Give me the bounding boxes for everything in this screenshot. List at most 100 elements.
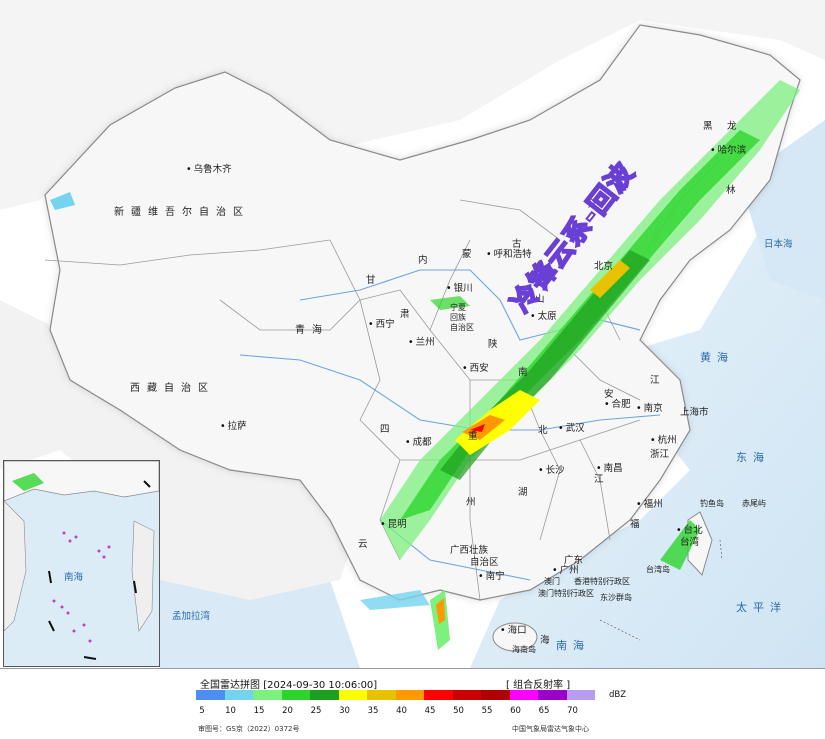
label-gansu-1: 甘 (366, 275, 376, 286)
label-taiwan: 台湾 (680, 537, 700, 548)
legend-swatch (566, 690, 595, 700)
label-chengdu: 成都 (405, 438, 432, 448)
label-taipei: 台北 (676, 526, 703, 536)
label-huanghai: 黄海 (700, 351, 734, 364)
legend-tick-label: 50 (453, 706, 464, 716)
label-wuhan: 武汉 (558, 424, 585, 434)
label-xinjiang: 新疆维吾尔自治区 (114, 207, 250, 218)
label-qinghai: 青海 (295, 325, 329, 336)
legend-tick-label: 10 (225, 706, 236, 716)
label-yinchuan: 银川 (446, 284, 473, 294)
label-neimenggu-2: 蒙 (462, 249, 472, 260)
label-taiwan-dao: 台湾岛 (646, 565, 670, 574)
legend-tick-label: 25 (310, 706, 322, 716)
national-boundary-marks (599, 539, 723, 641)
legend-tick-label: 30 (339, 706, 350, 716)
inset-sea-label: 南海 (64, 572, 84, 583)
label-diaoyu: 钓鱼岛 (700, 499, 724, 508)
legend-tick-label: 20 (282, 706, 293, 716)
label-aomen: 澳门 (544, 577, 560, 586)
legend-tick-label: 70 (567, 706, 578, 716)
review-number: 审图号：GS京（2022）0372号 (198, 725, 300, 733)
label-jilin: 林 (726, 185, 736, 196)
label-liaoning: 辽 (588, 199, 598, 210)
legend-swatch (196, 690, 225, 700)
label-guangzhou: 广州 (552, 566, 579, 576)
label-lhasa: 拉萨 (220, 422, 247, 432)
legend-swatch (452, 690, 481, 700)
label-ningxia-1: 宁夏 (450, 303, 466, 312)
legend-panel: 全国雷达拼图 [2024-09-30 10:06:00] [ 组合反射率 ] d… (0, 668, 825, 739)
map-canvas (0, 0, 825, 668)
label-chongqing: 重 (468, 431, 478, 442)
north-neighbors (0, 0, 825, 210)
radar-echo-band (50, 80, 800, 650)
label-ningxia-2: 回族 (450, 313, 466, 322)
label-shanghai: 上海市 (680, 407, 709, 418)
label-guangxi-2: 自治区 (470, 557, 499, 568)
label-hainan: 海 (540, 635, 550, 646)
sea-area (470, 200, 825, 668)
legend-tick-label: 5 (199, 706, 205, 716)
label-heilongjiang-2: 龙 (727, 121, 737, 132)
legend-swatch (224, 690, 253, 700)
legend-tick-label: 65 (538, 706, 550, 716)
label-urumqi: 乌鲁木齐 (186, 165, 232, 175)
label-harbin: 哈尔滨 (710, 146, 747, 156)
color-scale-bar (196, 690, 595, 700)
inset-canvas (4, 461, 159, 660)
label-fujian: 福 (630, 519, 640, 530)
label-changsha: 长沙 (538, 466, 565, 476)
legend-swatch (509, 690, 538, 700)
timestamp: [2024-09-30 10:06:00] (263, 680, 378, 691)
label-nanchang: 南昌 (596, 464, 623, 474)
label-dongsha: 东沙群岛 (600, 593, 632, 602)
label-hongkong: 香港特别行政区 (574, 577, 630, 586)
label-anhui: 安 (604, 389, 614, 400)
label-guangxi-1: 广西壮族 (450, 545, 489, 556)
label-zhejiang: 浙江 (650, 449, 670, 460)
china-map[interactable]: 乌鲁木齐 新疆维吾尔自治区 西藏自治区 拉萨 青海 西宁 甘 肃 兰州 宁夏 回… (0, 0, 825, 668)
label-hangzhou: 杭州 (650, 436, 677, 446)
label-hunan: 湖 (518, 487, 528, 498)
legend-tick-label: 40 (396, 706, 407, 716)
legend-swatch (424, 690, 453, 700)
label-xizang: 西藏自治区 (130, 383, 215, 394)
legend-swatch (395, 690, 424, 700)
label-mengjiala: 孟加拉湾 (172, 611, 211, 622)
label-riben: 日本海 (764, 239, 793, 250)
legend-swatch (253, 690, 282, 700)
label-nanhai: 南海 (556, 639, 590, 652)
label-shaanxi: 陕 (488, 339, 498, 350)
label-guizhou: 州 (466, 497, 476, 508)
map-title: 全国雷达拼图 (200, 680, 260, 691)
label-huhehaote: 呼和浩特 (486, 250, 532, 260)
label-macau: 澳门特别行政区 (538, 589, 594, 598)
label-nanjing: 南京 (636, 404, 663, 414)
label-chiwei: 赤尾屿 (742, 499, 766, 508)
label-xian: 西安 (462, 364, 489, 374)
legend-swatch (538, 690, 567, 700)
label-hainandao: 海南岛 (512, 645, 536, 654)
organization: 中国气象局雷达气象中心 (512, 725, 589, 733)
label-haikou: 海口 (500, 626, 527, 636)
legend-swatch (338, 690, 367, 700)
legend-title: 全国雷达拼图 [2024-09-30 10:06:00] (200, 676, 377, 691)
label-neimenggu-3: 古 (512, 239, 522, 250)
legend-tick-label: 35 (367, 706, 379, 716)
label-neimenggu-1: 内 (418, 255, 428, 266)
label-donghai: 东海 (736, 451, 770, 464)
label-heilongjiang-1: 黑 (703, 121, 713, 132)
label-henan: 南 (518, 367, 528, 378)
china-landmass (44, 24, 801, 601)
label-taiyuan: 太原 (530, 312, 557, 322)
label-fuzhou: 福州 (636, 500, 663, 510)
label-jiangsu: 江 (650, 375, 660, 386)
legend-tick-label: 15 (253, 706, 265, 716)
legend-tick-label: 45 (424, 706, 436, 716)
label-lanzhou: 兰州 (408, 338, 435, 348)
south-china-sea-inset[interactable]: 南海 (3, 460, 160, 667)
label-hefei: 合肥 (604, 400, 631, 410)
label-gansu-2: 肃 (400, 309, 410, 320)
